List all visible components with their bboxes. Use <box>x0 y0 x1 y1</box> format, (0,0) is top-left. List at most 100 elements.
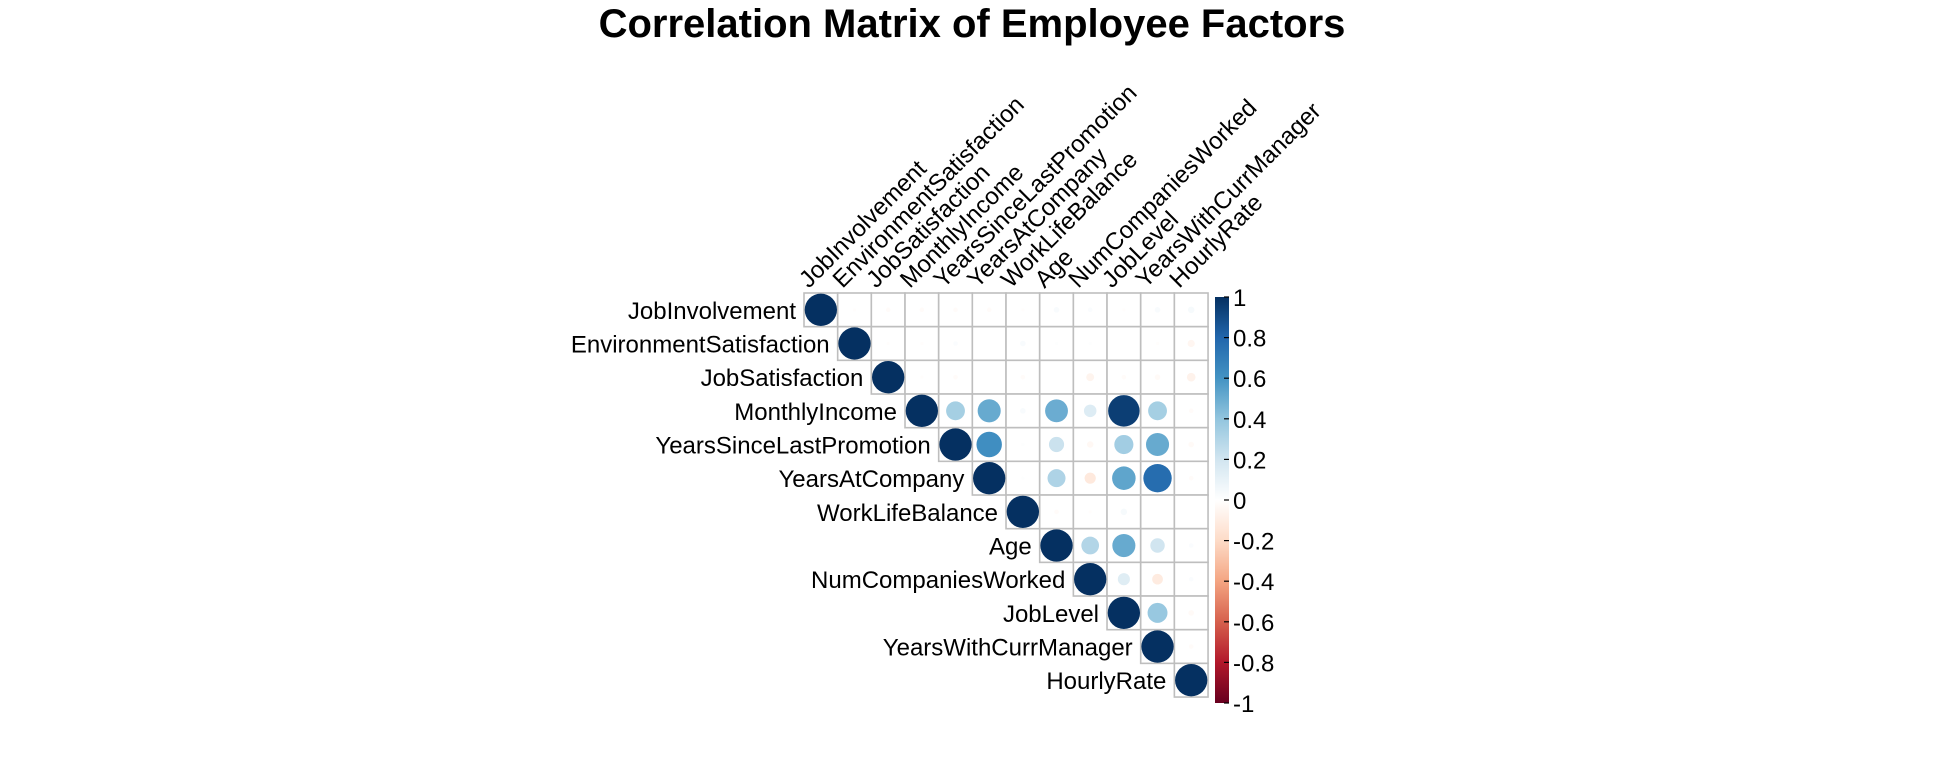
correlation-circle <box>1154 307 1161 313</box>
correlation-circle <box>838 327 871 360</box>
correlation-circle <box>1054 509 1059 515</box>
colorbar-tick-label: 0.6 <box>1233 366 1266 393</box>
correlation-circle <box>872 361 905 394</box>
row-label: JobSatisfaction <box>701 365 864 392</box>
correlation-circle <box>1021 442 1025 447</box>
correlation-circle <box>1141 630 1174 663</box>
row-label: YearsSinceLastPromotion <box>655 433 930 460</box>
correlation-circle <box>1020 408 1026 414</box>
correlation-circle <box>1147 602 1168 623</box>
colorbar-tick-label: -1 <box>1233 691 1254 718</box>
colorbar-tick-label: -0.6 <box>1233 610 1274 637</box>
correlation-circle <box>1006 495 1040 529</box>
correlation-circle <box>852 308 857 312</box>
column-labels: JobInvolvementEnvironmentSatisfactionJob… <box>794 79 1326 293</box>
correlation-circle <box>1188 644 1194 649</box>
correlation-circle <box>1114 434 1134 455</box>
row-label: NumCompaniesWorked <box>811 567 1065 594</box>
correlation-circle <box>920 341 924 346</box>
correlation-circle <box>1122 308 1126 312</box>
row-label: Age <box>989 534 1032 561</box>
correlation-circle <box>1187 339 1195 348</box>
correlation-circle <box>1088 510 1092 514</box>
correlation-circles <box>804 293 1208 697</box>
colorbar-tick-label: 1 <box>1233 285 1246 312</box>
colorbar-tick-label: 0 <box>1233 488 1246 515</box>
matrix-cell <box>1139 494 1176 530</box>
correlation-circle <box>1120 508 1128 516</box>
matrix-cell <box>1173 628 1209 665</box>
correlation-circle <box>939 428 972 461</box>
colorbar-tick-label: 0.4 <box>1233 407 1266 434</box>
row-label: MonthlyIncome <box>734 399 897 426</box>
row-label: YearsWithCurrManager <box>883 635 1133 662</box>
correlation-circle <box>1107 596 1141 630</box>
correlation-circle <box>1086 373 1095 382</box>
correlation-circle <box>1021 476 1025 480</box>
correlation-circle <box>946 401 965 421</box>
correlation-circle <box>1154 374 1161 380</box>
correlation-circle <box>1188 543 1194 548</box>
chart-title: Correlation Matrix of Employee Factors <box>599 2 1346 46</box>
row-labels: JobInvolvement EnvironmentSatisfaction Job… <box>571 298 1166 695</box>
correlation-circle <box>1188 475 1194 481</box>
correlation-circle <box>885 307 891 313</box>
correlation-circle <box>1020 340 1026 347</box>
correlation-circle <box>1188 576 1194 582</box>
correlation-circle <box>1020 374 1026 380</box>
correlation-circle <box>1108 395 1140 427</box>
correlation-circle <box>804 293 837 326</box>
correlation-circle <box>1087 307 1093 313</box>
correlation-circle <box>1145 432 1170 457</box>
correlation-circle <box>1047 469 1066 488</box>
colorbar-tick-label: -0.2 <box>1233 529 1274 556</box>
correlation-circle <box>1117 573 1130 586</box>
correlation-circle <box>973 462 1006 495</box>
correlation-circle <box>1081 536 1100 555</box>
correlation-circle <box>905 394 939 428</box>
matrix-cell <box>1173 494 1209 530</box>
colorbar-tick-label: 0.8 <box>1233 326 1266 353</box>
row-label: JobInvolvement <box>628 298 796 325</box>
correlation-circle <box>1083 404 1097 418</box>
colorbar-gradient <box>1215 297 1229 703</box>
correlation-circle <box>1084 472 1096 484</box>
colorbar-tick-label: -0.4 <box>1233 569 1274 596</box>
correlation-circle <box>953 341 958 346</box>
correlation-circle <box>1188 441 1195 448</box>
correlation-circle <box>1053 307 1060 313</box>
correlation-circle <box>1045 399 1068 423</box>
correlation-circle <box>1188 610 1195 616</box>
row-label: EnvironmentSatisfaction <box>571 332 830 359</box>
correlation-circle <box>1054 341 1059 346</box>
correlation-circle <box>1186 372 1196 382</box>
row-label: WorkLifeBalance <box>817 500 998 527</box>
correlation-circle <box>1040 529 1073 562</box>
correlation-circle <box>1048 436 1065 453</box>
colorbar-tick-label: -0.8 <box>1233 650 1274 677</box>
correlation-circle <box>1175 664 1208 697</box>
correlation-circle <box>1152 573 1163 585</box>
colorbar-tick-label: 0.2 <box>1233 447 1266 474</box>
correlation-circle <box>977 399 1001 423</box>
matrix-cell <box>971 325 1007 362</box>
correlation-circle <box>986 307 992 313</box>
correlation-circle <box>1155 341 1160 346</box>
correlation-circle <box>1021 308 1025 312</box>
correlation-circle <box>1143 464 1172 493</box>
row-label: HourlyRate <box>1046 668 1166 695</box>
correlation-circle <box>1150 538 1165 553</box>
correlation-circle <box>976 431 1002 458</box>
row-label: YearsAtCompany <box>778 466 964 493</box>
correlation-circle <box>1074 563 1107 596</box>
correlation-circle <box>920 375 924 379</box>
colorbar-legend: 1 0.8 0.6 0.4 0.2 0 -0.2 -0.4 -0.6 -0.8 -1 <box>1215 285 1274 718</box>
matrix-grid <box>803 292 1209 698</box>
correlation-circle <box>886 341 890 346</box>
correlation-circle <box>1086 441 1094 448</box>
correlation-circle <box>1112 466 1136 490</box>
correlation-circle <box>1121 374 1127 380</box>
matrix-cell <box>1038 292 1075 328</box>
